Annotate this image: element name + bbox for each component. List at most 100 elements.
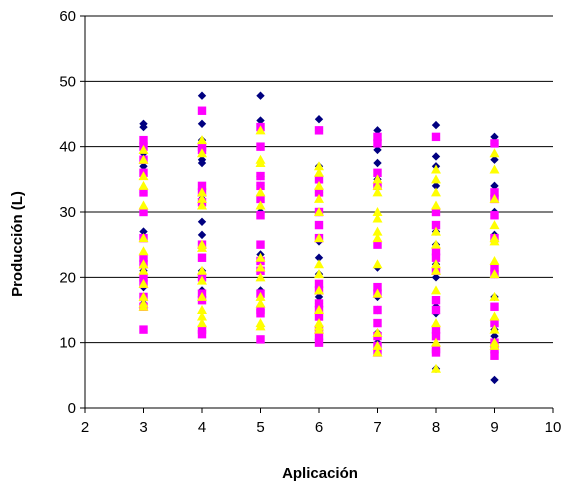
data-point-triangle (138, 233, 149, 243)
data-point-diamond (431, 181, 441, 191)
data-point-square (256, 240, 265, 249)
data-point-triangle (255, 187, 266, 197)
data-point-triangle (197, 242, 207, 252)
data-point-triangle (489, 256, 500, 265)
y-tick-label: 40 (59, 139, 76, 156)
data-point-square (314, 331, 324, 341)
data-point-square (490, 139, 499, 148)
x-tick-label: 9 (490, 419, 498, 436)
data-point-triangle (314, 269, 324, 279)
data-point-triangle (255, 298, 266, 308)
data-point-square (431, 132, 441, 142)
x-tick-label: 3 (139, 419, 147, 436)
x-tick-label: 10 (545, 419, 562, 436)
data-point-square (373, 240, 382, 249)
data-point-square (197, 106, 207, 115)
y-tick-label: 0 (68, 400, 76, 417)
data-point-diamond (431, 273, 441, 282)
data-point-diamond (197, 217, 207, 226)
data-point-triangle (138, 180, 149, 190)
data-point-triangle (255, 321, 266, 331)
data-point-triangle (431, 164, 441, 174)
data-point-square (373, 168, 382, 177)
data-point-triangle (489, 164, 500, 174)
data-point-square (139, 325, 148, 334)
data-point-square (197, 325, 207, 334)
data-point-diamond (314, 253, 324, 262)
data-point-diamond (373, 158, 382, 168)
data-point-triangle (138, 171, 149, 181)
data-point-triangle (314, 233, 324, 243)
data-point-diamond (197, 230, 207, 240)
data-point-square (314, 338, 324, 347)
data-point-diamond (431, 120, 441, 130)
data-point-square (373, 318, 382, 328)
data-points (138, 91, 500, 385)
data-point-square (256, 309, 265, 318)
data-point-square (256, 194, 265, 204)
data-point-square (431, 296, 441, 305)
data-point-triangle (431, 265, 441, 275)
data-point-triangle (197, 305, 207, 314)
y-tick-label: 30 (59, 204, 76, 221)
data-point-triangle (197, 193, 207, 203)
data-point-diamond (139, 122, 148, 132)
data-point-triangle (372, 288, 383, 298)
data-point-triangle (138, 200, 149, 210)
data-point-triangle (314, 180, 324, 190)
data-point-triangle (489, 236, 500, 246)
data-point-diamond (314, 292, 324, 302)
data-point-triangle (489, 324, 500, 334)
data-point-triangle (255, 125, 266, 135)
data-point-triangle (255, 252, 266, 262)
tick-labels: 0 10 20 30 40 50 60 2 3 4 5 6 7 8 9 10 (59, 8, 561, 436)
x-tick-label: 2 (81, 419, 89, 436)
data-point-square (256, 181, 265, 191)
data-point-square (314, 126, 324, 135)
data-point-square (256, 211, 265, 220)
data-point-diamond (373, 145, 382, 155)
data-point-triangle (372, 347, 383, 357)
data-point-triangle (431, 239, 441, 249)
data-point-triangle (314, 285, 324, 295)
data-point-triangle (138, 301, 149, 311)
data-point-triangle (138, 144, 149, 154)
data-point-triangle (255, 291, 266, 301)
data-point-square (490, 263, 499, 272)
y-axis-title: Producción (L) (9, 191, 26, 297)
data-point-diamond (256, 91, 265, 100)
data-point-diamond (490, 331, 499, 341)
data-point-triangle (431, 200, 441, 210)
data-point-triangle (372, 233, 383, 243)
data-point-square (314, 312, 324, 321)
data-point-triangle (489, 193, 500, 203)
data-point-triangle (372, 213, 383, 223)
data-point-square (431, 348, 441, 357)
data-point-triangle (314, 207, 324, 216)
data-point-triangle (431, 285, 441, 295)
data-point-square (139, 207, 148, 217)
data-point-triangle (197, 135, 207, 145)
data-point-square (373, 139, 382, 148)
data-point-square (197, 253, 207, 262)
data-point-triangle (138, 291, 149, 301)
data-point-triangle (489, 269, 500, 279)
data-point-triangle (431, 187, 441, 197)
data-point-square (490, 318, 499, 328)
data-point-triangle (489, 311, 500, 321)
data-point-triangle (314, 305, 324, 314)
data-point-triangle (372, 174, 383, 184)
data-point-triangle (431, 259, 441, 269)
data-point-triangle (314, 324, 324, 334)
data-point-square (314, 220, 324, 230)
data-point-square (431, 325, 441, 334)
data-point-triangle (372, 327, 383, 337)
x-tick-label: 5 (256, 419, 264, 436)
data-point-triangle (255, 158, 266, 167)
data-point-diamond (139, 227, 148, 236)
data-point-diamond (490, 375, 499, 385)
data-point-square (139, 188, 148, 197)
data-point-triangle (489, 340, 500, 350)
data-point-square (256, 171, 265, 181)
